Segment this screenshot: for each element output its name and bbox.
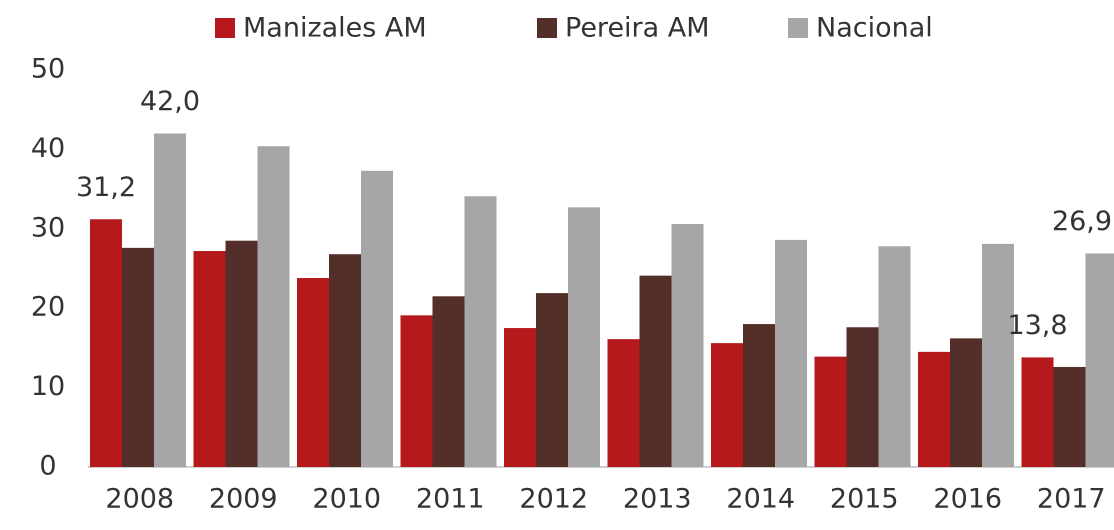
legend-swatch <box>215 18 235 38</box>
bar <box>193 251 226 467</box>
bar <box>671 224 704 467</box>
bar <box>982 243 1014 467</box>
x-tick-label: 2009 <box>209 484 278 515</box>
bar <box>568 207 600 467</box>
bar <box>1085 253 1114 467</box>
bar <box>154 133 186 467</box>
x-tick-label: 2013 <box>623 484 692 515</box>
x-tick-label: 2016 <box>933 484 1002 515</box>
x-tick-label: 2017 <box>1037 484 1106 515</box>
y-tick-label: 50 <box>31 54 65 85</box>
bar <box>122 247 154 467</box>
y-tick-label: 20 <box>31 292 65 323</box>
bar <box>918 351 950 467</box>
x-tick-label: 2011 <box>416 484 485 515</box>
bar <box>1021 357 1054 467</box>
bar <box>464 196 497 467</box>
bar <box>950 338 982 467</box>
x-tick-label: 2015 <box>830 484 899 515</box>
bar <box>361 170 393 467</box>
bar <box>814 356 847 467</box>
y-tick-label: 40 <box>31 133 65 164</box>
bar <box>432 296 465 467</box>
bar <box>846 327 879 467</box>
legend-swatch <box>788 18 808 38</box>
bar <box>607 339 640 467</box>
bar <box>90 219 122 467</box>
data-label: 13,8 <box>1007 310 1067 341</box>
bar <box>743 324 775 467</box>
bar <box>329 254 361 467</box>
legend-swatch <box>537 18 557 38</box>
bar <box>400 315 433 467</box>
legend-label: Pereira AM <box>565 13 710 44</box>
x-tick-label: 2012 <box>519 484 588 515</box>
legend-label: Nacional <box>816 13 933 44</box>
bar <box>257 146 290 467</box>
data-label: 42,0 <box>140 86 200 117</box>
bar <box>1053 366 1086 467</box>
x-tick-label: 2014 <box>726 484 795 515</box>
legend-label: Manizales AM <box>243 13 427 44</box>
bar <box>297 278 329 467</box>
y-tick-label: 30 <box>31 212 65 243</box>
bar <box>878 246 911 467</box>
bar <box>536 293 568 467</box>
bar <box>504 328 536 467</box>
bar <box>225 240 258 467</box>
x-tick-label: 2008 <box>105 484 174 515</box>
bar <box>775 239 807 467</box>
y-tick-label: 10 <box>31 371 65 402</box>
bar <box>711 343 743 467</box>
bar <box>639 275 672 467</box>
data-label: 26,9 <box>1052 206 1112 237</box>
x-tick-label: 2010 <box>312 484 381 515</box>
data-label: 31,2 <box>76 172 136 203</box>
y-tick-label: 0 <box>39 451 56 482</box>
